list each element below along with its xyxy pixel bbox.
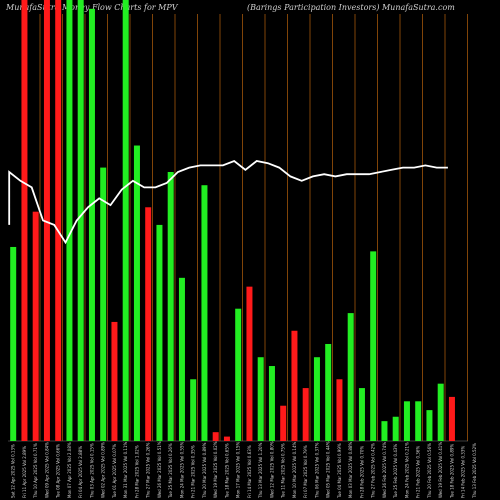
x-tick-label: Tue 11 Mar 2025 Vol 0.75% [281, 443, 286, 499]
x-tick-label: Mon 31 Mar 2025 Vol 0.11% [123, 442, 128, 498]
bar-red [336, 379, 343, 441]
bar-red [291, 330, 298, 441]
x-tick-label: Fri 28 Feb 2025 Vol 0.70% [359, 446, 364, 498]
x-tick-label: Wed 12 Mar 2025 Vol 0.80% [269, 441, 274, 498]
x-axis-labels: Sat 12 Apr 2025 Vol 0.13% Fri 11 Apr 2025… [11, 441, 477, 499]
x-tick-label: Mon 03 Mar 2025 Vol 0.88% [348, 442, 353, 498]
bar-red [55, 0, 62, 441]
x-tick-label: Thu 06 Mar 2025 Vol 0.37% [314, 442, 319, 499]
x-tick-label: Tue 04 Mar 2025 Vol 0.99% [337, 443, 342, 499]
bar-green [77, 0, 84, 441]
bar-red [302, 388, 309, 441]
bar-green [133, 145, 140, 441]
x-tick-label: Mon 07 Apr 2025 Vol 2.08% [67, 442, 72, 498]
grid-lines [8, 14, 468, 442]
x-tick-label: Tue 25 Feb 2025 Vol 0.43% [393, 444, 398, 499]
bar-green [403, 401, 410, 441]
x-tick-label: Thu 13 Mar 2025 Vol 1.20% [258, 442, 263, 499]
x-tick-label: Thu 20 Mar 2025 Vol 0.89% [202, 442, 207, 499]
x-tick-label: Wed 26 Feb 2025 Vol 0.74% [382, 442, 387, 498]
bar-green [392, 416, 399, 441]
bar-green [10, 246, 17, 441]
bar-green [167, 171, 174, 442]
bar-green [415, 401, 422, 441]
bar-red [212, 432, 219, 441]
bar-green [178, 277, 185, 441]
x-tick-label: Wed 19 Feb 2025 Vol 0.41% [438, 442, 443, 498]
money-flow-line-path [8, 159, 448, 245]
bar-green [358, 388, 365, 441]
x-tick-label: Fri 14 Mar 2025 Vol 0.63% [247, 445, 252, 498]
x-tick-label: Tue 25 Mar 2025 Vol 0.26% [168, 443, 173, 499]
x-tick-label: Fri 07 Mar 2025 Vol 0.79% [303, 445, 308, 498]
bar-red [21, 0, 28, 441]
x-tick-label: Wed 05 Mar 2025 Vol 0.44% [326, 441, 331, 498]
bar-green [426, 410, 433, 441]
x-tick-label: Tue 08 Apr 2025 Vol 0.66% [56, 444, 61, 499]
x-tick-label: Tue 18 Mar 2025 Vol 0.65% [224, 443, 229, 499]
bar-green [201, 185, 208, 441]
bar-green [100, 167, 107, 441]
bar-green [268, 366, 275, 441]
x-tick-label: Fri 14 Feb 2025 Vol 0.33% [461, 446, 466, 498]
x-tick-label: Thu 27 Mar 2025 Vol 0.26% [146, 442, 151, 499]
bar-green [235, 308, 242, 441]
x-tick-label: Mon 24 Mar 2025 Vol 0.55% [179, 442, 184, 498]
x-tick-label: Thu 03 Apr 2025 Vol 0.15% [90, 443, 95, 499]
x-tick-label: Mon 24 Feb 2025 Vol 0.21% [404, 442, 409, 498]
x-tick-label: Fri 21 Feb 2025 Vol 0.36% [416, 446, 421, 498]
x-tick-label: Mon 17 Mar 2025 Vol 0.15% [236, 442, 241, 498]
bar-green [156, 224, 163, 441]
x-tick-label: Fri 11 Apr 2025 Vol 2.89% [22, 446, 27, 498]
bar-green [257, 357, 264, 441]
bar-green [88, 8, 95, 441]
x-tick-label: Wed 09 Apr 2025 Vol 0.84% [45, 442, 50, 498]
chart-title-right: (Barings Participation Investors) Munafa… [247, 3, 455, 12]
bar-green [66, 0, 73, 441]
bar-red [145, 207, 152, 441]
bar-green [313, 357, 320, 441]
x-tick-label: Wed 02 Apr 2025 Vol 0.89% [101, 442, 106, 498]
x-tick-label: Tue 01 Apr 2025 Vol 0.07% [112, 444, 117, 499]
bar-red [246, 286, 253, 441]
bar-red [448, 396, 455, 441]
bar-green [370, 251, 377, 441]
x-tick-label: Thu 13 Feb 2025 Vol 0.52% [472, 443, 477, 499]
bar-red [43, 0, 50, 441]
x-tick-label: Sat 12 Apr 2025 Vol 0.13% [11, 444, 16, 498]
x-tick-label: Tue 18 Feb 2025 Vol 0.89% [449, 444, 454, 499]
x-tick-label: Thu 20 Feb 2025 Vol 0.56% [427, 443, 432, 499]
x-tick-label: Mon 10 Mar 2025 Vol 0.14% [292, 442, 297, 498]
bar-green [347, 313, 354, 441]
chart-title-left: MunafaSutra Money Flow Charts for MPV [6, 3, 178, 12]
bar-red [223, 436, 230, 441]
bar-green [437, 383, 444, 441]
bar-green [122, 0, 129, 441]
x-tick-label: Wed 19 Mar 2025 Vol 0.02% [213, 441, 218, 498]
x-tick-label: Thu 27 Feb 2025 Vol 0.42% [371, 443, 376, 499]
bar-red [111, 321, 118, 441]
bar-green [190, 379, 197, 441]
x-tick-label: Thu 10 Apr 2025 Vol 0.71% [33, 443, 38, 499]
x-tick-label: Fri 21 Mar 2025 Vol 0.35% [191, 445, 196, 498]
bar-green [381, 421, 388, 441]
bar-green [325, 343, 332, 441]
bar-red [280, 405, 287, 441]
x-tick-label: Wed 26 Mar 2025 Vol 0.51% [157, 441, 162, 498]
bars [10, 0, 455, 442]
money-flow-line [8, 159, 448, 245]
x-tick-label: Fri 04 Apr 2025 Vol 2.88% [78, 446, 83, 498]
bar-red [32, 211, 39, 441]
x-tick-label: Fri 28 Mar 2025 Vol 1.02% [134, 445, 139, 498]
